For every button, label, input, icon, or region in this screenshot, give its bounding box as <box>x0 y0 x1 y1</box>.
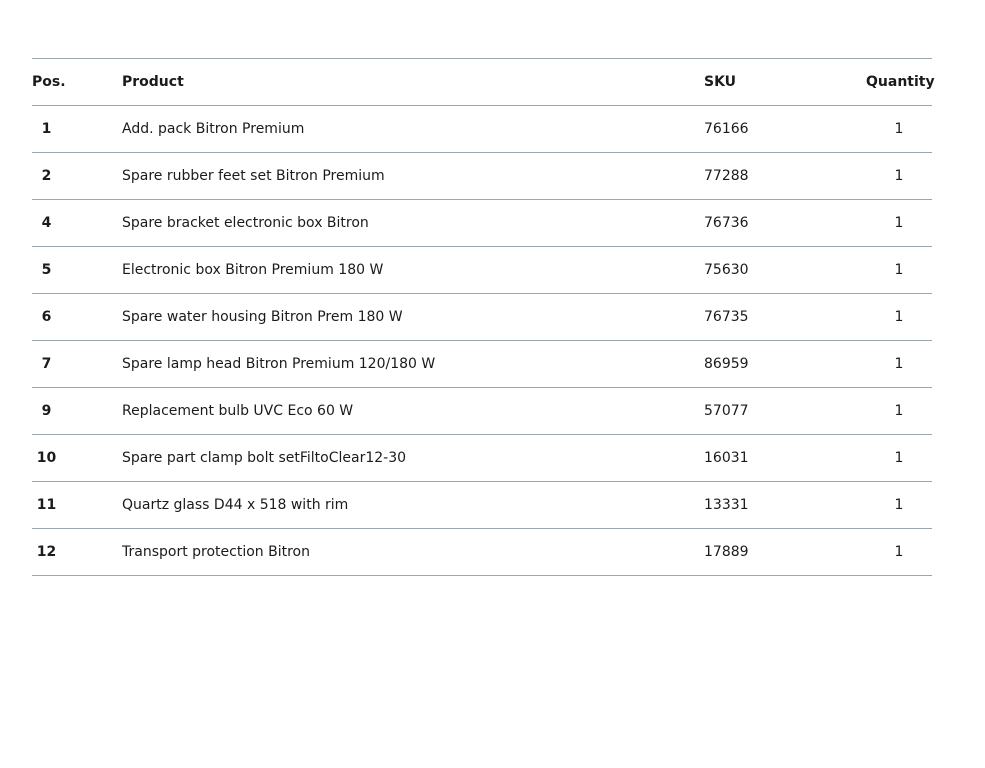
sku-cell: 75630 <box>704 262 749 278</box>
pos-cell: 11 <box>36 497 57 513</box>
table-row: 11 Quartz glass D44 x 518 with rim 13331 1 <box>32 482 932 529</box>
sku-cell: 76735 <box>704 309 749 325</box>
pos-cell: 12 <box>36 544 57 560</box>
product-cell: Replacement bulb UVC Eco 60 W <box>122 403 354 419</box>
pos-cell: 4 <box>41 215 52 231</box>
header-pos: Pos. <box>32 74 66 90</box>
quantity-cell: 1 <box>894 497 904 513</box>
product-cell: Transport protection Bitron <box>122 544 310 560</box>
sku-cell: 77288 <box>704 168 749 184</box>
table-row: 6 Spare water housing Bitron Prem 180 W 76… <box>32 294 932 341</box>
quantity-cell: 1 <box>894 356 904 372</box>
pos-cell: 10 <box>36 450 57 466</box>
product-cell: Quartz glass D44 x 518 with rim <box>122 497 349 513</box>
sku-cell: 86959 <box>704 356 749 372</box>
product-cell: Spare part clamp bolt setFiltoClear12-30 <box>122 450 407 466</box>
product-cell: Spare water housing Bitron Prem 180 W <box>122 309 403 325</box>
table-row: 1 Add. pack Bitron Premium 76166 1 <box>32 106 932 153</box>
table-row: 7 Spare lamp head Bitron Premium 120/180 … <box>32 341 932 388</box>
header-quantity: Quantity <box>866 74 935 90</box>
table-row: 12 Transport protection Bitron 17889 1 <box>32 529 932 576</box>
sku-cell: 76736 <box>704 215 749 231</box>
quantity-cell: 1 <box>894 309 904 325</box>
product-cell: Spare bracket electronic box Bitron <box>122 215 369 231</box>
sku-cell: 76166 <box>704 121 749 137</box>
pos-cell: 9 <box>41 403 52 419</box>
pos-cell: 2 <box>41 168 52 184</box>
header-product: Product <box>122 74 184 90</box>
sku-cell: 57077 <box>704 403 749 419</box>
quantity-cell: 1 <box>894 544 904 560</box>
quantity-cell: 1 <box>894 403 904 419</box>
product-cell: Add. pack Bitron Premium <box>122 121 305 137</box>
table-header: Pos. Product SKU Quantity <box>32 59 935 106</box>
pos-cell: 7 <box>41 356 52 372</box>
table-row: 4 Spare bracket electronic box Bitron 7673… <box>32 200 932 247</box>
quantity-cell: 1 <box>894 262 904 278</box>
quantity-cell: 1 <box>894 168 904 184</box>
product-cell: Spare rubber feet set Bitron Premium <box>122 168 385 184</box>
quantity-cell: 1 <box>894 121 904 137</box>
pos-cell: 6 <box>41 309 52 325</box>
pos-cell: 1 <box>41 121 52 137</box>
product-cell: Spare lamp head Bitron Premium 120/180 W <box>122 356 436 372</box>
header-sku: SKU <box>704 74 737 90</box>
sku-cell: 16031 <box>704 450 749 466</box>
sku-cell: 13331 <box>704 497 749 513</box>
pos-cell: 5 <box>41 262 52 278</box>
product-cell: Electronic box Bitron Premium 180 W <box>122 262 384 278</box>
table-row: 5 Electronic box Bitron Premium 180 W 7563… <box>32 247 932 294</box>
quantity-cell: 1 <box>894 450 904 466</box>
parts-table: Pos. Product SKU Quantity 1 Add. pack Bit… <box>32 58 935 576</box>
table-row: 2 Spare rubber feet set Bitron Premium 772… <box>32 153 932 200</box>
quantity-cell: 1 <box>894 215 904 231</box>
table-row: 9 Replacement bulb UVC Eco 60 W 57077 1 <box>32 388 932 435</box>
sku-cell: 17889 <box>704 544 749 560</box>
table-row: 10 Spare part clamp bolt setFiltoClear12-… <box>32 435 932 482</box>
